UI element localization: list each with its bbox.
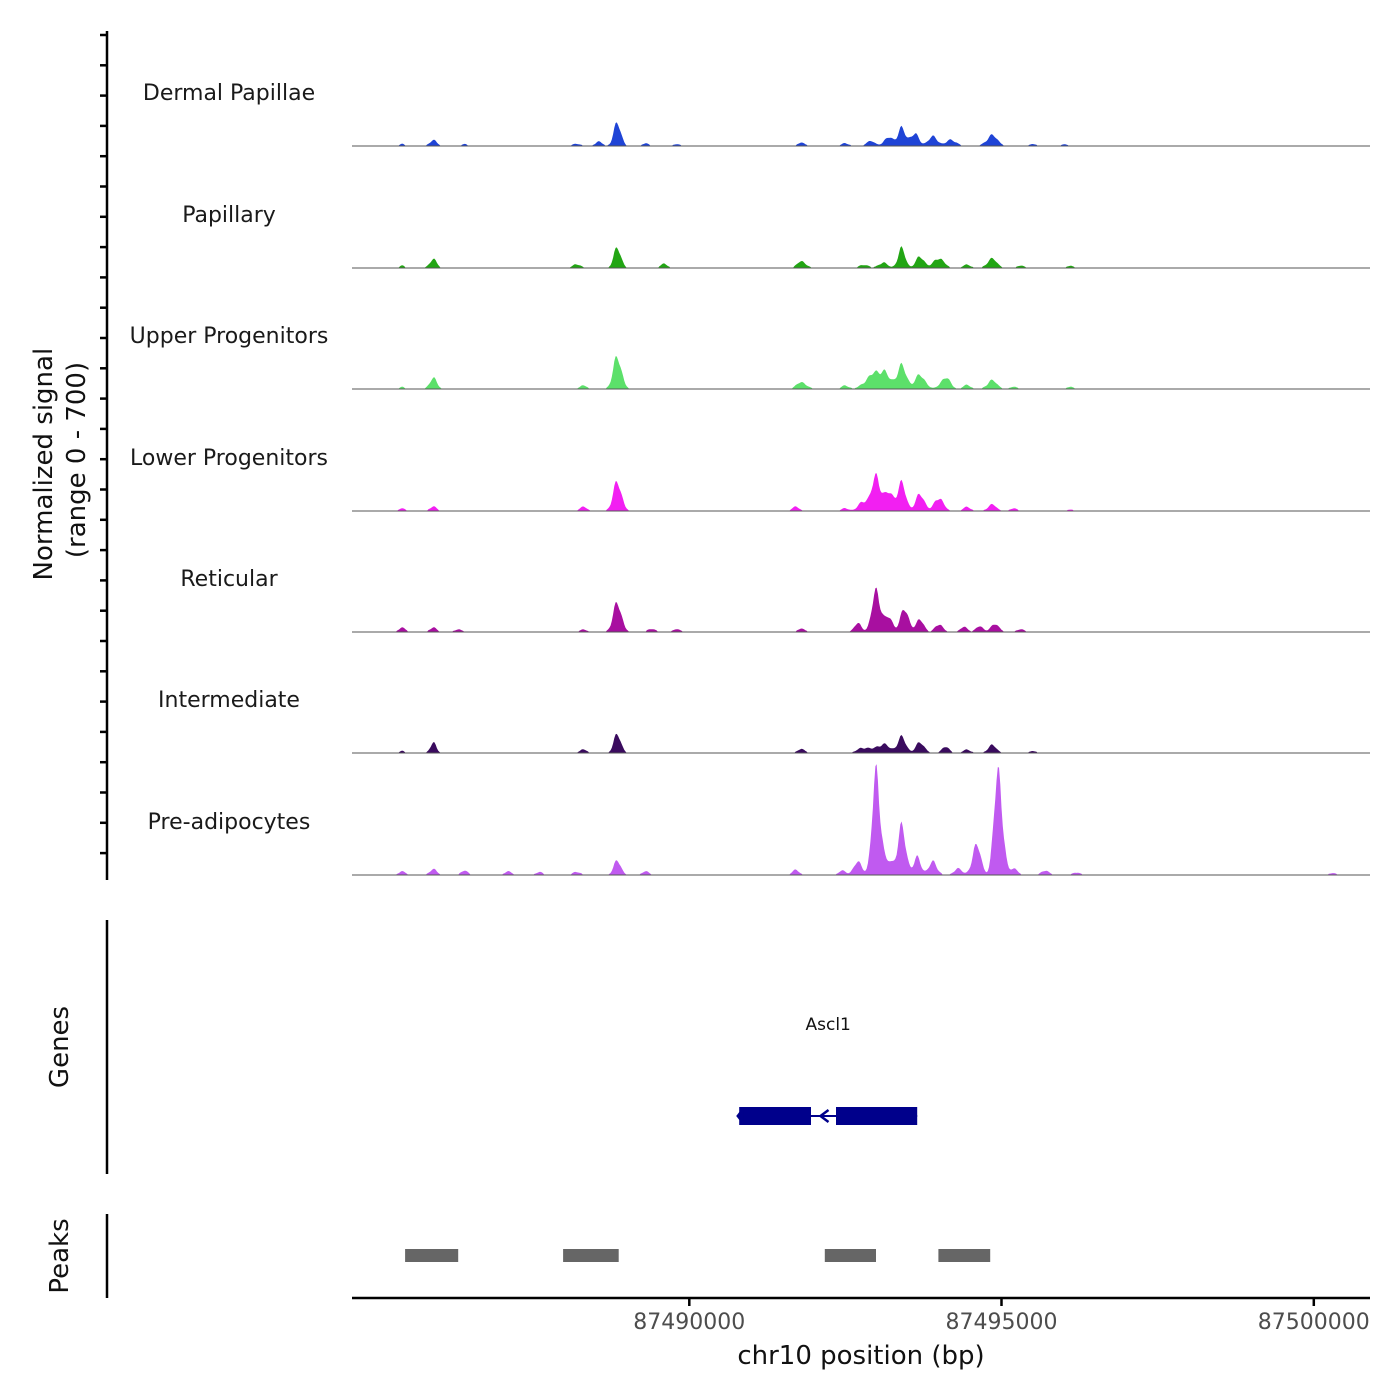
coverage-track: Dermal Papillae [143,81,1370,147]
peak-region [405,1249,459,1262]
track-label: Pre-adipocytes [148,810,311,835]
gene-model: Ascl1 [736,1015,918,1125]
coverage-track: Pre-adipocytes [148,764,1370,876]
gene-name-label: Ascl1 [806,1015,851,1035]
track-label: Dermal Papillae [143,81,315,106]
track-label: Papillary [182,203,276,228]
peak-region [938,1249,991,1262]
genes-track: Ascl1 [736,1015,918,1125]
x-axis-ticks: 87490000 87495000 87500000 [633,1298,1370,1335]
x-tick-label: 87495000 [946,1310,1058,1335]
peaks-track [405,1249,991,1262]
coverage-area [352,122,1370,146]
gene-exon [739,1107,811,1125]
coverage-y-ticks [100,33,107,855]
coverage-track: Lower Progenitors [130,446,1370,512]
genes-track-label: Genes [45,1006,75,1088]
coverage-area [352,473,1370,511]
peak-region [563,1249,619,1262]
gene-start-cap [736,1107,744,1125]
y-axis-label-line1: Normalized signal [29,348,59,581]
x-axis-label: chr10 position (bp) [737,1341,984,1371]
x-tick-label: 87500000 [1258,1310,1370,1335]
track-label: Upper Progenitors [130,324,329,349]
strand-arrow-icon [819,1109,830,1123]
coverage-area [352,356,1370,389]
gene-exon [836,1107,918,1125]
coverage-area [352,246,1370,268]
coverage-area [352,764,1370,875]
track-label: Intermediate [158,688,300,713]
coverage-track: Upper Progenitors [130,324,1370,390]
coverage-tracks: Dermal Papillae Papillary Upper Progenitor… [130,81,1370,876]
y-axis-label: Normalized signal (range 0 - 700) [29,340,92,581]
track-label: Lower Progenitors [130,446,328,471]
x-tick-label: 87490000 [633,1310,745,1335]
track-label: Reticular [180,567,278,592]
coverage-area [352,587,1370,632]
y-axis-label-line2: (range 0 - 700) [62,362,92,558]
coverage-track: Papillary [182,203,1370,269]
coverage-track: Reticular [180,567,1370,633]
peaks-track-label: Peaks [45,1218,75,1293]
coverage-track: Intermediate [158,688,1370,754]
coverage-area [352,733,1370,753]
peak-region [824,1249,876,1262]
